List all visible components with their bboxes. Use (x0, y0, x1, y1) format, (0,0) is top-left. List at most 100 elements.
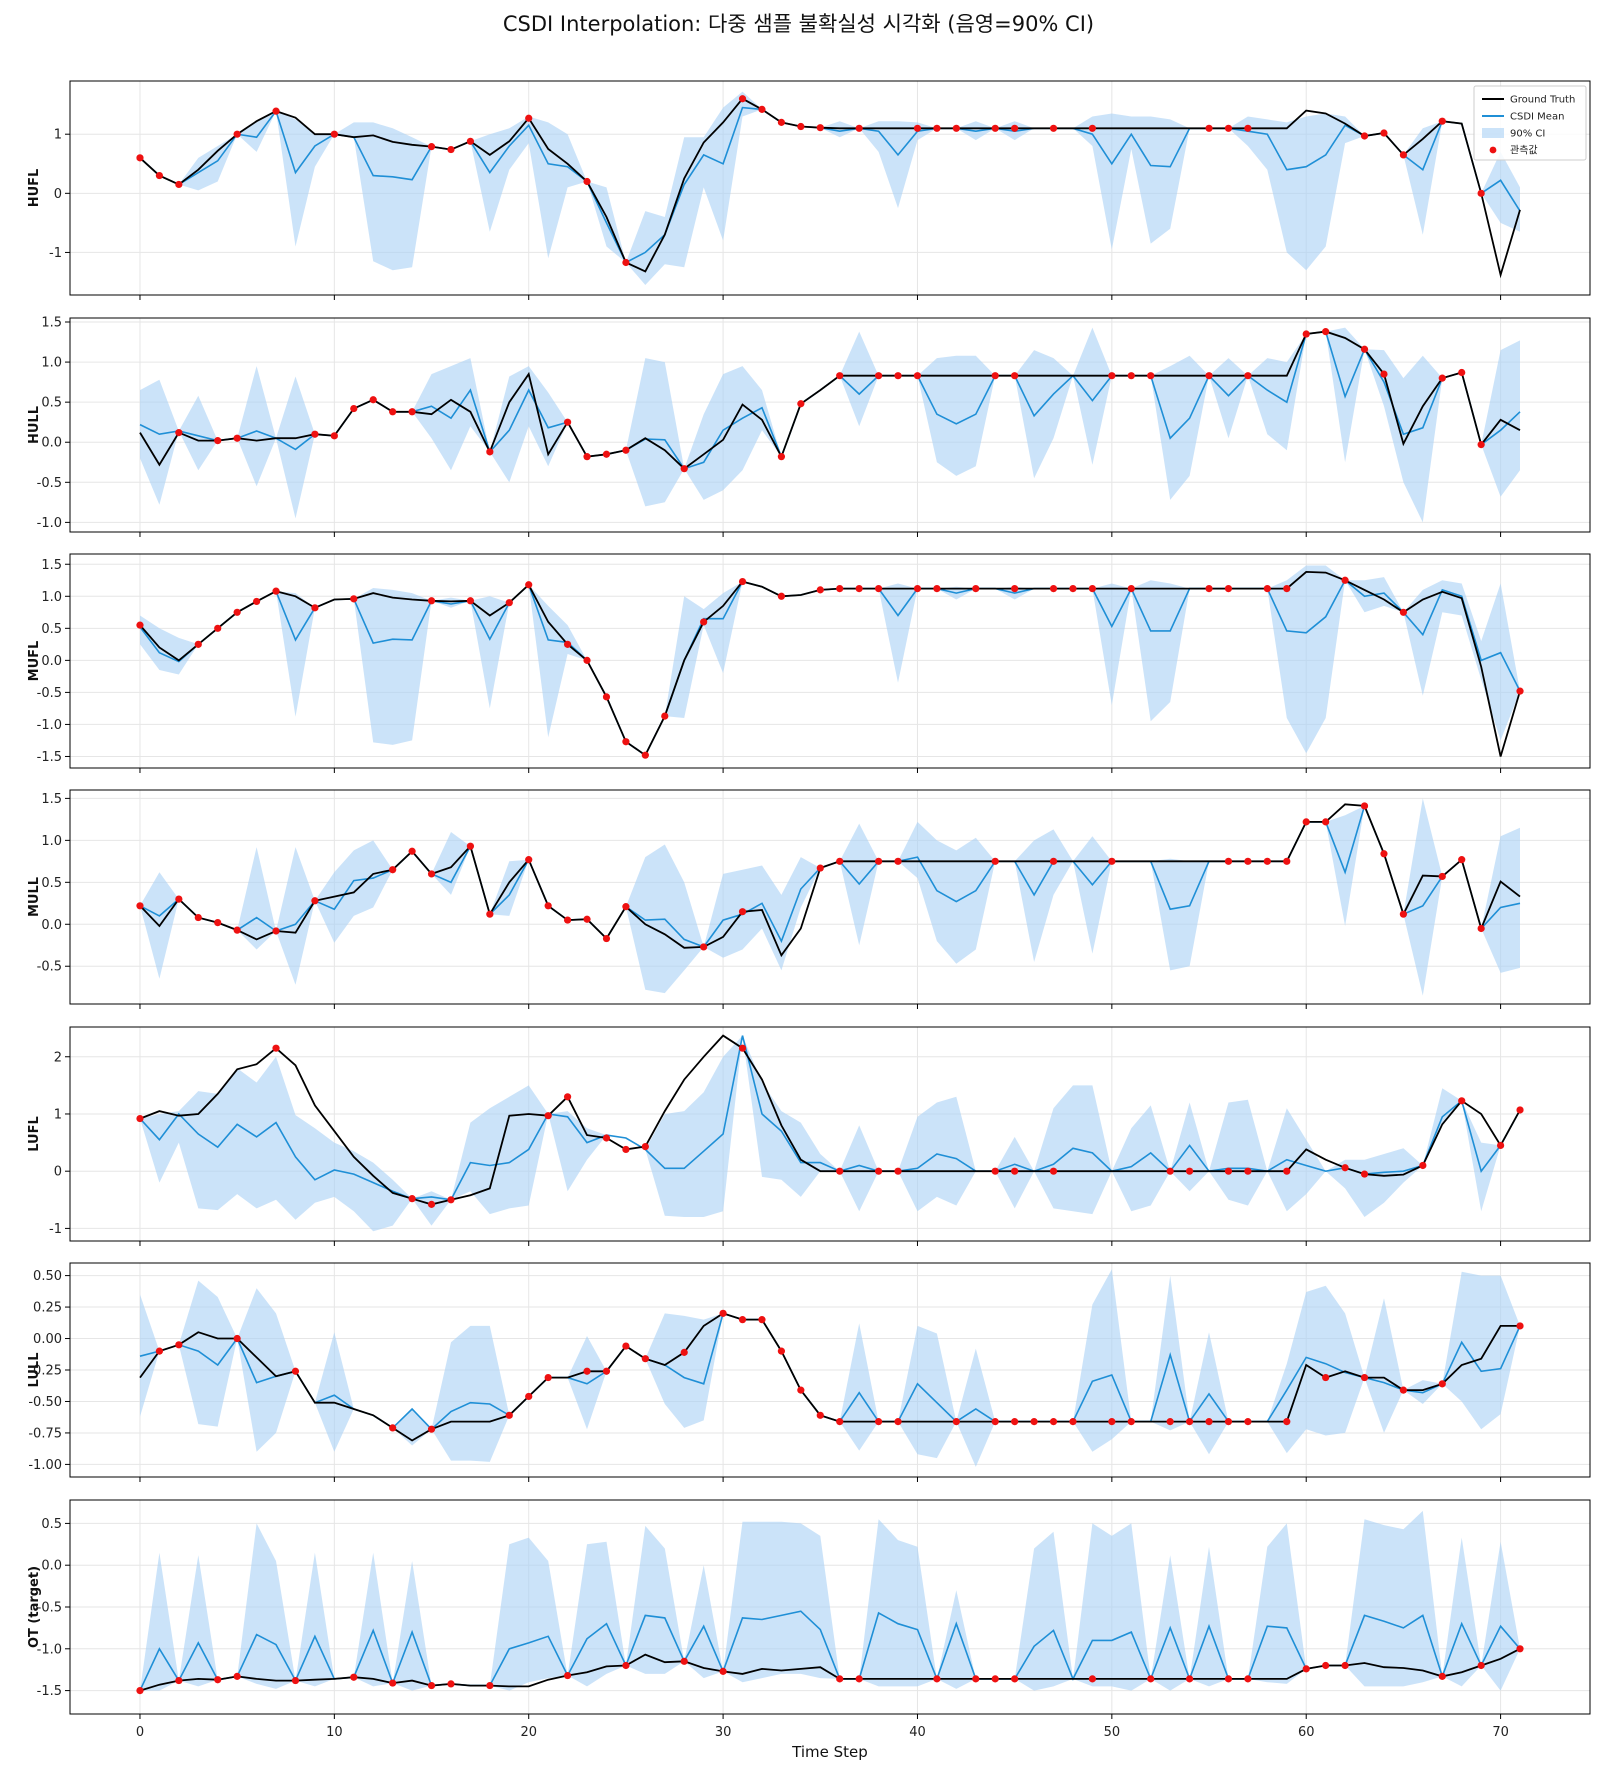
legend-entry: 관측값 (1510, 145, 1538, 157)
observed-point (1185, 1167, 1194, 1175)
observed-point (233, 608, 241, 616)
observed-point (486, 910, 494, 918)
observed-point (427, 597, 436, 605)
observed-point (836, 1675, 844, 1683)
observed-point (1108, 1418, 1116, 1426)
y-tick-label: 1 (54, 128, 62, 143)
observed-point (602, 934, 611, 943)
observed-point (991, 1418, 999, 1426)
observed-point (1438, 872, 1446, 881)
observed-point (583, 915, 591, 923)
observed-point (874, 1418, 883, 1426)
legend: Ground Truth CSDI Mean 90% CI 관측값 (1473, 85, 1587, 161)
observed-point (1108, 372, 1116, 380)
observed-point (1322, 1661, 1330, 1670)
ground-truth-line (139, 1034, 1521, 1206)
y-tick-label: 1.5 (41, 316, 62, 331)
observed-point (466, 842, 475, 850)
observed-point (680, 1657, 688, 1665)
y-tick-label: 0.0 (41, 918, 62, 933)
observed-point (1496, 1141, 1505, 1150)
legend-entry: Ground Truth (1510, 95, 1575, 106)
observed-point (1458, 856, 1466, 864)
ground-truth-line (139, 97, 1521, 279)
csdi-mean-line (139, 1610, 1521, 1691)
y-tick-label: 0.50 (33, 1269, 62, 1284)
observed-point (1458, 1097, 1466, 1105)
panel-5: -1.00 -0.75 -0.50 -0.25 0.00 0.25 0.50 LULL (27, 1262, 1591, 1482)
observed-point (816, 124, 824, 132)
observed-point (466, 597, 475, 605)
observed-point (272, 587, 280, 595)
observed-point (1380, 370, 1388, 378)
observed-point (544, 902, 552, 910)
observed-point (563, 640, 572, 648)
y-tick-label: 0 (54, 1165, 62, 1180)
observed-point (1088, 584, 1097, 593)
observed-point (1244, 124, 1252, 132)
observed-point (1302, 330, 1310, 338)
observed-point (1030, 1418, 1038, 1426)
panel-4: -1 0 1 2 LUFL (27, 1026, 1591, 1246)
observed-point (991, 372, 999, 380)
y-tick-label: 1.0 (41, 834, 62, 849)
y-tick-label: -1.5 (37, 1684, 62, 1699)
observed-point (350, 595, 358, 603)
panel-3: -0.5 0.0 0.5 1.0 1.5 MULL (27, 789, 1591, 1009)
observed-point (680, 465, 688, 473)
observed-point (1108, 857, 1116, 865)
observed-point (855, 584, 863, 593)
observed-point (252, 597, 261, 606)
observed-point (1302, 818, 1310, 826)
observed-point (447, 145, 455, 154)
observed-point (1127, 584, 1135, 593)
ci-band (140, 1510, 1520, 1691)
observed-point (1360, 1373, 1369, 1382)
observed-point (544, 1112, 552, 1120)
observed-point (291, 1676, 300, 1685)
observed-point (272, 927, 280, 935)
observed-point (972, 584, 980, 593)
observed-point (1244, 857, 1252, 865)
y-tick-label: 1 (54, 1107, 62, 1122)
observed-point (350, 1673, 358, 1681)
legend-swatch-observed (1489, 146, 1497, 154)
observed-point (1011, 1418, 1019, 1426)
observed-point (525, 1392, 533, 1401)
observed-point (933, 1675, 941, 1683)
csdi-mean-line (139, 1035, 1521, 1201)
ground-truth-line (139, 330, 1521, 470)
observed-point (738, 1316, 747, 1324)
observed-point (136, 1686, 144, 1695)
x-tick-label: 0 (136, 1725, 144, 1740)
csdi-mean-line (139, 330, 1521, 470)
observed-point (991, 1675, 999, 1683)
x-tick-label: 20 (520, 1725, 537, 1740)
observed-point (1011, 1675, 1019, 1683)
observed-point (427, 143, 436, 151)
x-tick-label: 50 (1104, 1725, 1121, 1740)
observed-point (583, 656, 591, 664)
observed-point (1341, 576, 1349, 584)
observed-point (350, 404, 358, 413)
observed-point (1166, 1167, 1174, 1175)
observed-point (738, 577, 747, 586)
y-tick-label: 0.25 (33, 1301, 62, 1316)
observed-point (1302, 1665, 1310, 1673)
observed-point (1380, 850, 1388, 858)
observed-point (1322, 328, 1330, 336)
observed-point (369, 396, 377, 404)
observed-point (700, 618, 708, 626)
observed-point (836, 1418, 844, 1426)
observed-point (622, 1145, 630, 1154)
observed-point (1147, 372, 1155, 380)
y-tick-label: 0.00 (33, 1332, 62, 1347)
observed-point (563, 916, 572, 924)
observed-point (777, 453, 786, 461)
observed-point (1049, 124, 1058, 132)
y-tick-label: -1 (49, 246, 62, 261)
observed-point (991, 857, 999, 865)
observed-point (1049, 1167, 1058, 1175)
observed-point (214, 918, 222, 927)
